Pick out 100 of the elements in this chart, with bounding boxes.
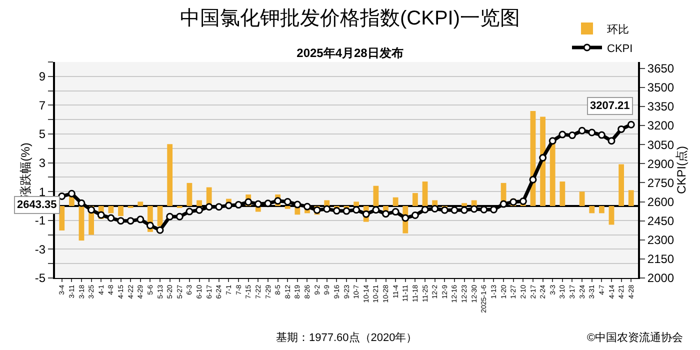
point xyxy=(58,192,66,200)
point xyxy=(303,202,311,210)
text: ©中国农资流通协会 xyxy=(587,331,684,344)
y2-tick-label: 2450 xyxy=(647,214,674,228)
point xyxy=(234,201,242,209)
bar xyxy=(598,206,604,214)
y-tick-label: -5 xyxy=(34,271,46,286)
point xyxy=(411,211,419,219)
y2-tick-label: 3500 xyxy=(647,80,674,95)
bar xyxy=(550,142,556,206)
chart-title: 中国氯化钾批发价格指数(CKPI)一览图 xyxy=(180,8,520,30)
point xyxy=(362,210,370,218)
point xyxy=(294,200,302,208)
point xyxy=(215,203,223,211)
y2-tick-label: 2300 xyxy=(647,233,674,248)
point xyxy=(342,207,350,215)
point xyxy=(264,200,272,208)
bar xyxy=(560,182,566,206)
point xyxy=(176,212,184,220)
point xyxy=(500,200,508,208)
y-tick-label: 1 xyxy=(38,184,46,199)
bar xyxy=(412,193,418,206)
point xyxy=(274,197,282,205)
y2-tick-label: 3350 xyxy=(647,100,674,114)
bar xyxy=(59,206,65,230)
y2-tick-label: 2900 xyxy=(647,156,674,171)
bar xyxy=(138,202,144,206)
point xyxy=(117,217,125,225)
point xyxy=(402,214,410,222)
point xyxy=(126,217,134,225)
bar xyxy=(324,200,330,206)
point xyxy=(166,212,174,220)
point xyxy=(578,126,586,134)
point xyxy=(529,176,537,184)
point xyxy=(519,198,527,206)
bar xyxy=(354,202,360,206)
point xyxy=(558,130,566,138)
y-tick-label: -1 xyxy=(34,214,46,228)
point xyxy=(323,205,331,213)
y-tick-label: -3 xyxy=(34,242,46,256)
bar xyxy=(373,186,379,206)
point xyxy=(548,137,556,145)
point xyxy=(136,216,144,224)
point xyxy=(421,206,429,214)
point xyxy=(224,202,232,210)
point xyxy=(431,205,439,212)
point xyxy=(608,137,616,145)
point xyxy=(568,132,576,140)
point xyxy=(244,198,252,206)
point xyxy=(88,206,96,214)
bar xyxy=(628,190,634,206)
y-tick-label: 3 xyxy=(38,156,46,170)
point xyxy=(78,199,86,207)
point xyxy=(539,154,547,162)
point xyxy=(460,206,468,214)
bar xyxy=(118,206,124,216)
bar xyxy=(196,200,202,206)
y2-axis-title: CKPI(点) xyxy=(674,146,688,194)
point xyxy=(440,206,448,214)
point xyxy=(196,206,204,214)
point xyxy=(97,211,105,219)
chart-subtitle: 2025年4月28日发布 xyxy=(296,46,404,60)
point xyxy=(332,207,340,215)
bar xyxy=(284,206,290,209)
bar xyxy=(422,182,428,206)
point xyxy=(352,206,360,214)
point xyxy=(618,125,626,133)
point xyxy=(205,203,213,211)
bar xyxy=(392,197,398,206)
point xyxy=(470,205,478,213)
y-tick-label: 7 xyxy=(38,98,46,112)
y2-tick-label: 3650 xyxy=(647,62,674,76)
point xyxy=(382,210,390,218)
y2-tick-label: 2000 xyxy=(647,271,674,286)
bar xyxy=(186,182,192,206)
point xyxy=(372,206,380,214)
point xyxy=(284,198,292,206)
point xyxy=(254,200,262,208)
text: 基期：1977.60点（2020年） xyxy=(276,331,418,344)
point xyxy=(450,206,458,214)
point xyxy=(68,190,76,198)
y2-tick-label: 2750 xyxy=(647,176,674,190)
bar xyxy=(462,203,467,206)
point xyxy=(598,131,606,139)
point xyxy=(588,128,596,136)
y2-tick-label: 2150 xyxy=(647,252,674,266)
bar xyxy=(157,206,163,226)
y2-tick-label: 2600 xyxy=(647,194,674,209)
point xyxy=(107,214,115,222)
legend-label: 环比 xyxy=(607,22,629,36)
bar xyxy=(167,144,173,206)
bar xyxy=(108,206,114,214)
y-tick-label: 9 xyxy=(38,70,46,84)
bar xyxy=(618,164,624,206)
bar xyxy=(471,200,477,206)
point xyxy=(186,208,194,216)
point xyxy=(392,208,400,216)
bar xyxy=(579,192,585,206)
bar xyxy=(608,206,614,225)
point xyxy=(627,120,635,128)
